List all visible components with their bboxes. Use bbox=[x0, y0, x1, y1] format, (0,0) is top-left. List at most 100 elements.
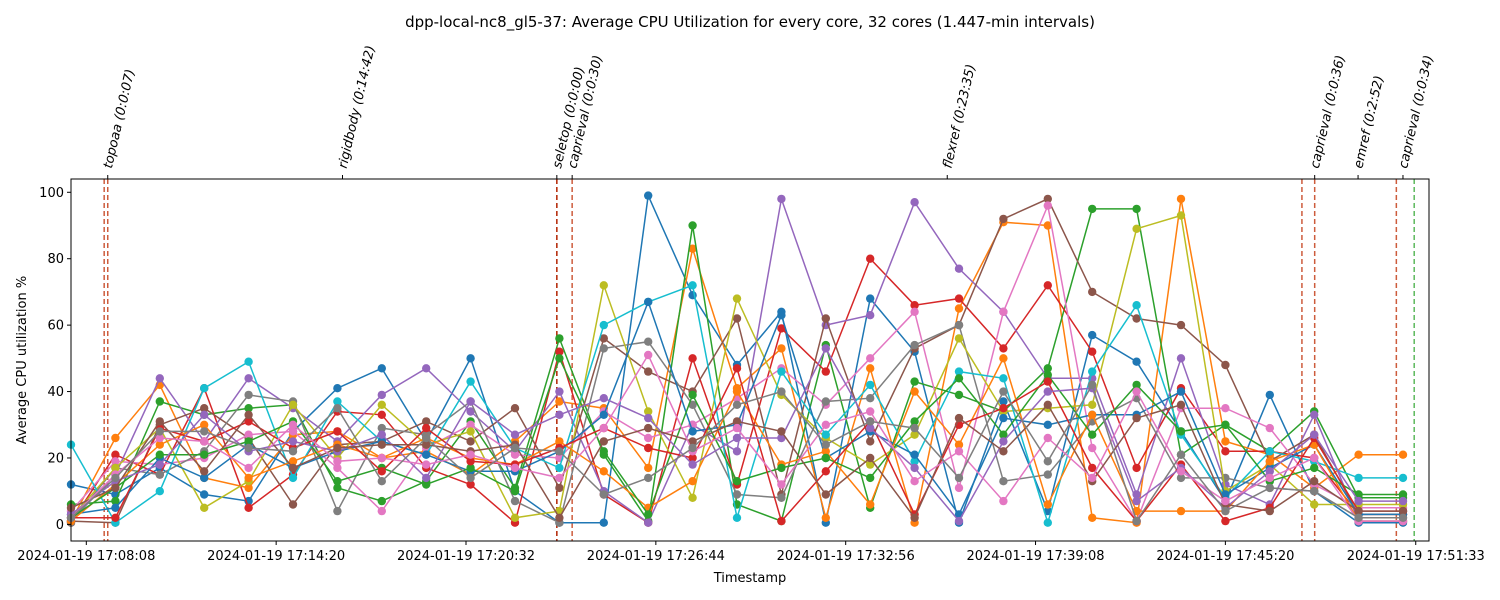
data-point bbox=[466, 450, 475, 459]
data-point bbox=[555, 447, 564, 456]
data-point bbox=[1310, 487, 1319, 496]
data-point bbox=[1043, 194, 1053, 204]
data-point bbox=[688, 477, 697, 486]
data-point bbox=[377, 390, 386, 400]
data-point bbox=[466, 457, 475, 466]
data-point bbox=[244, 443, 253, 453]
data-point bbox=[1176, 427, 1186, 436]
data-point bbox=[1043, 518, 1053, 527]
data-point bbox=[866, 437, 875, 446]
data-point bbox=[1043, 377, 1053, 386]
data-point bbox=[1043, 387, 1053, 396]
data-point bbox=[200, 437, 209, 446]
data-point bbox=[954, 390, 964, 400]
data-point bbox=[244, 473, 253, 483]
data-point bbox=[910, 423, 919, 433]
event-markers: topoaa (0:0:07) rigidbody (0:14:42) seleto… bbox=[101, 44, 1437, 541]
data-point bbox=[599, 447, 608, 456]
data-point bbox=[288, 420, 298, 429]
data-point bbox=[377, 477, 386, 486]
data-point bbox=[244, 410, 253, 419]
data-point bbox=[1176, 450, 1186, 459]
data-point bbox=[821, 490, 830, 499]
data-point bbox=[377, 496, 386, 506]
data-point bbox=[732, 387, 742, 396]
data-point bbox=[954, 516, 964, 526]
x-tick-label: 2024-01-19 17:08:08 bbox=[17, 549, 155, 564]
event-label: caprieval (0:0:36) bbox=[1308, 54, 1349, 170]
data-point bbox=[777, 463, 786, 473]
data-point bbox=[466, 407, 475, 416]
y-axis-title: Average CPU utilization % bbox=[15, 276, 30, 444]
data-point bbox=[1132, 301, 1141, 310]
data-point bbox=[999, 404, 1008, 413]
data-point bbox=[333, 457, 342, 466]
data-point bbox=[1354, 450, 1363, 459]
series-17 bbox=[66, 350, 1408, 526]
data-point bbox=[288, 500, 298, 509]
data-point bbox=[510, 443, 520, 453]
data-point bbox=[422, 440, 431, 449]
data-point bbox=[821, 453, 830, 463]
data-point bbox=[954, 304, 964, 313]
data-point bbox=[999, 430, 1008, 439]
data-point bbox=[1132, 387, 1141, 396]
data-point bbox=[821, 420, 830, 429]
data-point bbox=[777, 367, 786, 376]
data-point bbox=[466, 427, 475, 436]
data-point bbox=[200, 384, 209, 393]
data-point bbox=[999, 477, 1008, 486]
data-point bbox=[910, 340, 919, 350]
data-point bbox=[200, 490, 209, 499]
data-point bbox=[954, 374, 964, 383]
data-point bbox=[111, 513, 120, 522]
data-point bbox=[244, 483, 253, 493]
data-point bbox=[1265, 423, 1275, 433]
data-point bbox=[200, 503, 209, 512]
data-point bbox=[999, 307, 1008, 316]
data-point bbox=[732, 417, 742, 426]
data-point bbox=[1398, 506, 1408, 516]
data-point bbox=[111, 450, 120, 459]
y-axis: 0 20 40 60 80 100 bbox=[39, 186, 71, 533]
data-point bbox=[999, 344, 1008, 353]
data-point bbox=[288, 463, 298, 473]
data-point bbox=[555, 334, 564, 343]
data-point bbox=[111, 433, 120, 443]
data-point bbox=[1043, 281, 1053, 290]
data-point bbox=[244, 437, 253, 446]
data-point bbox=[1088, 473, 1097, 483]
data-point bbox=[688, 221, 697, 230]
data-point bbox=[244, 463, 253, 473]
data-point bbox=[999, 214, 1008, 224]
data-point bbox=[866, 460, 875, 469]
data-point bbox=[999, 354, 1008, 363]
data-point bbox=[821, 467, 830, 476]
data-point bbox=[555, 513, 564, 522]
series-line bbox=[70, 198, 1403, 524]
data-point bbox=[777, 324, 786, 333]
data-point bbox=[1310, 453, 1319, 463]
data-point bbox=[1176, 194, 1186, 204]
data-point bbox=[644, 433, 653, 443]
data-point bbox=[244, 357, 253, 366]
data-point bbox=[688, 493, 697, 502]
data-point bbox=[1088, 347, 1097, 356]
data-point bbox=[732, 447, 742, 456]
data-point bbox=[155, 417, 164, 426]
data-point bbox=[1088, 443, 1097, 453]
data-point bbox=[155, 470, 164, 479]
data-point bbox=[821, 513, 830, 522]
data-point bbox=[910, 513, 919, 522]
data-point bbox=[954, 413, 964, 423]
data-point bbox=[1265, 506, 1275, 516]
data-point bbox=[1043, 370, 1053, 380]
data-point bbox=[111, 473, 120, 483]
data-point bbox=[644, 350, 653, 360]
data-point bbox=[644, 518, 653, 527]
data-point bbox=[377, 430, 386, 439]
data-point bbox=[599, 334, 608, 343]
data-point bbox=[1043, 364, 1053, 373]
data-point bbox=[377, 440, 386, 449]
data-point bbox=[422, 417, 431, 426]
